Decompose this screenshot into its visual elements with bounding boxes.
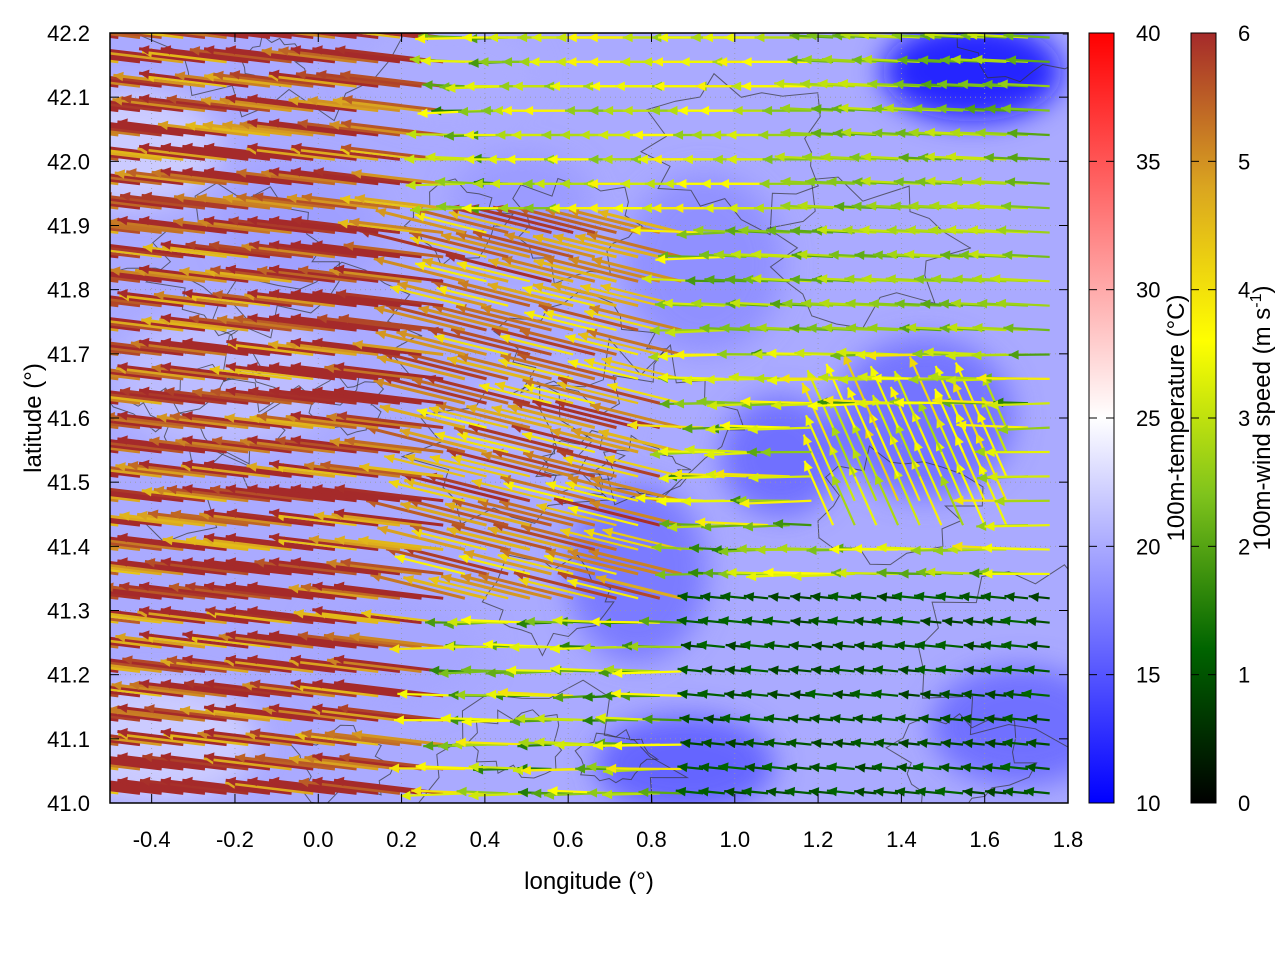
y-tick-label: 42.2 — [47, 21, 90, 46]
wind-label-exponent: -1 — [1248, 293, 1265, 307]
y-tick-label: 41.2 — [47, 663, 90, 688]
wind-vector — [28, 316, 118, 330]
wind-vector — [24, 120, 118, 135]
y-tick-label: 41.1 — [47, 727, 90, 752]
colorbar-tick-label: 15 — [1136, 663, 1160, 688]
wind-label-close: ) — [1249, 286, 1276, 294]
x-tick-label: -0.4 — [133, 827, 171, 852]
wind-vector — [9, 70, 118, 87]
wind-vector — [32, 48, 118, 62]
x-tick-label: 0.0 — [303, 827, 334, 852]
x-tick-label: 1.6 — [969, 827, 1000, 852]
colorbar-tick-label: 0 — [1238, 791, 1250, 816]
wind-vector — [23, 193, 118, 208]
wind-vector — [9, 704, 118, 721]
colorbar-tick-label: 35 — [1136, 149, 1160, 174]
x-tick-label: 1.2 — [803, 827, 834, 852]
colorbar-tick-label: 5 — [1238, 149, 1250, 174]
wind-vector — [9, 240, 118, 257]
y-tick-label: 41.4 — [47, 534, 90, 559]
y-tick-label: 41.9 — [47, 214, 90, 239]
wind-vector — [18, 558, 118, 574]
x-tick-label: 0.8 — [636, 827, 667, 852]
y-tick-label: 42.1 — [47, 85, 90, 110]
x-tick-label: 0.2 — [386, 827, 417, 852]
wind-vector — [30, 755, 119, 769]
colorbar-tick-label: 6 — [1238, 21, 1250, 46]
wind-label-main: 100m-wind speed (m s — [1249, 308, 1276, 551]
y-tick-label: 41.0 — [47, 791, 90, 816]
x-tick-label: -0.2 — [216, 827, 254, 852]
y-tick-label: 41.5 — [47, 470, 90, 495]
wind-vector — [15, 582, 118, 598]
x-tick-label: 0.6 — [553, 827, 584, 852]
y-tick-label: 41.7 — [47, 342, 90, 367]
y-tick-label: 41.8 — [47, 278, 90, 303]
wind-vector — [33, 511, 118, 525]
x-tick-label: 1.0 — [719, 827, 750, 852]
x-tick-label: 1.8 — [1053, 827, 1084, 852]
x-tick-label: 0.4 — [470, 827, 501, 852]
x-axis-label: longitude (°) — [524, 868, 654, 895]
y-tick-label: 41.3 — [47, 599, 90, 624]
wind-vector — [21, 632, 118, 647]
colorbar-tick-label: 30 — [1136, 278, 1160, 303]
colorbar-tick-label: 10 — [1136, 791, 1160, 816]
temperature-colorbar: 10 15 20 25 30 35 40 — [1089, 21, 1160, 816]
x-tick-label: 1.4 — [886, 827, 917, 852]
colorbar-tick-label: 40 — [1136, 21, 1160, 46]
y-axis-label: latitude (°) — [20, 363, 47, 473]
colorbar-tick-label: 1 — [1238, 663, 1250, 688]
colorbar-tick-label: 25 — [1136, 406, 1160, 431]
y-tick-label: 42.0 — [47, 149, 90, 174]
wind-colorbar-label: 100m-wind speed (m s-1) — [1248, 286, 1276, 551]
y-tick-label: 41.6 — [47, 406, 90, 431]
colorbar-tick-label: 20 — [1136, 534, 1160, 559]
temperature-colorbar-label: 100m-temperature (°C) — [1163, 294, 1190, 541]
plot-area — [9, 0, 1159, 884]
